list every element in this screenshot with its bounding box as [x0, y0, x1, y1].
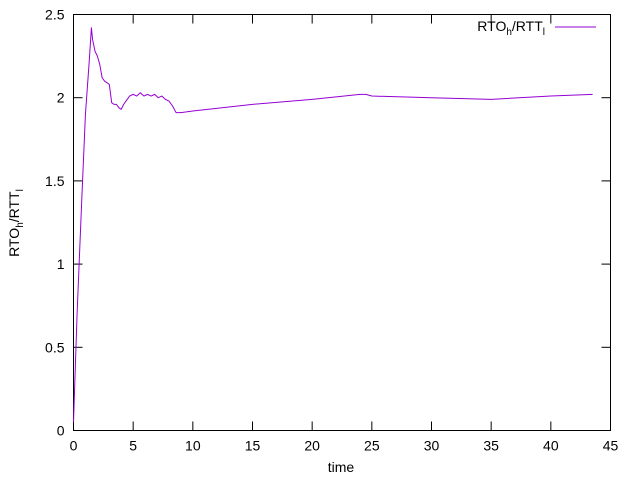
legend: RTOh/RTTl: [477, 18, 596, 38]
x-tick-label: 45: [603, 438, 619, 454]
y-tick-label: 0: [57, 423, 65, 439]
y-tick-label: 2.5: [45, 7, 65, 23]
y-tick-label: 1.5: [45, 173, 65, 189]
legend-label-mid: /RTT: [512, 18, 543, 34]
y-axis-label-base: RTO: [6, 228, 22, 257]
x-tick-labels: 0 5 10 15 20 25 30 35 40 45: [70, 438, 619, 454]
x-tick-label: 10: [185, 438, 201, 454]
y-axis-label-sub1: h: [15, 222, 26, 228]
series-line: [73, 27, 593, 423]
legend-label-sub1: h: [506, 27, 512, 38]
ticks-layer: [73, 14, 611, 431]
y-tick-label: 1: [57, 256, 65, 272]
legend-label-sub2: l: [543, 27, 545, 38]
x-axis-label: time: [328, 459, 355, 475]
x-tick-label: 20: [304, 438, 320, 454]
series-layer: [73, 27, 593, 423]
legend-label-base: RTO: [477, 18, 506, 34]
y-tick-labels: 0 0.5 1 1.5 2 2.5: [45, 7, 65, 439]
legend-label: RTOh/RTTl: [477, 18, 545, 38]
y-axis-label-sub2: l: [15, 189, 26, 191]
x-tick-label: 25: [364, 438, 380, 454]
y-axis-label-mid: /RTT: [6, 191, 22, 222]
x-tick-label: 40: [543, 438, 559, 454]
x-tick-label: 30: [424, 438, 440, 454]
plot-frame: [73, 14, 611, 431]
y-tick-label: 2: [57, 90, 65, 106]
y-tick-label: 0.5: [45, 339, 65, 355]
y-axis-label: RTOh/RTTl: [6, 189, 26, 257]
x-tick-label: 15: [245, 438, 261, 454]
x-tick-label: 0: [70, 438, 78, 454]
x-tick-label: 35: [483, 438, 499, 454]
x-tick-label: 5: [129, 438, 137, 454]
